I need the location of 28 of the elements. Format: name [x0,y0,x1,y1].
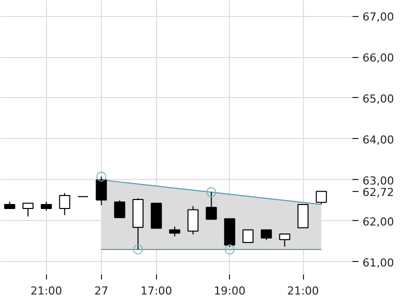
candlestick [169,226,180,237]
y-tick-label: 62,72 [362,186,394,199]
candlestick [22,202,34,217]
candlestick [114,200,126,218]
candlestick [40,201,52,212]
y-tick-label: 67,00 [362,10,394,24]
x-tick-label: 19:00 [214,284,246,298]
x-tick-label: 17:00 [140,284,172,298]
candlestick [260,229,272,241]
y-tick-label: 65,00 [362,92,394,106]
point [96,172,106,182]
point [133,244,143,255]
point [206,187,216,198]
candlestick [187,206,199,235]
y-tick-label: 66,00 [362,52,394,65]
y-tick-label: 63,00 [362,174,394,188]
x-tick-label: 27 [94,284,108,298]
candlestick [242,229,254,244]
candlestick [279,233,290,248]
x-tick-label: 21:00 [287,284,319,298]
y-tick-label: 61,00 [362,256,394,270]
point [224,244,235,255]
y-tick-label: 62,00 [362,215,394,228]
y-tick-label: 64,00 [362,133,394,146]
x-tick-label: 21:00 [30,284,62,298]
candlestick [59,192,70,216]
candlestick [297,204,309,228]
candlestick [316,190,327,205]
